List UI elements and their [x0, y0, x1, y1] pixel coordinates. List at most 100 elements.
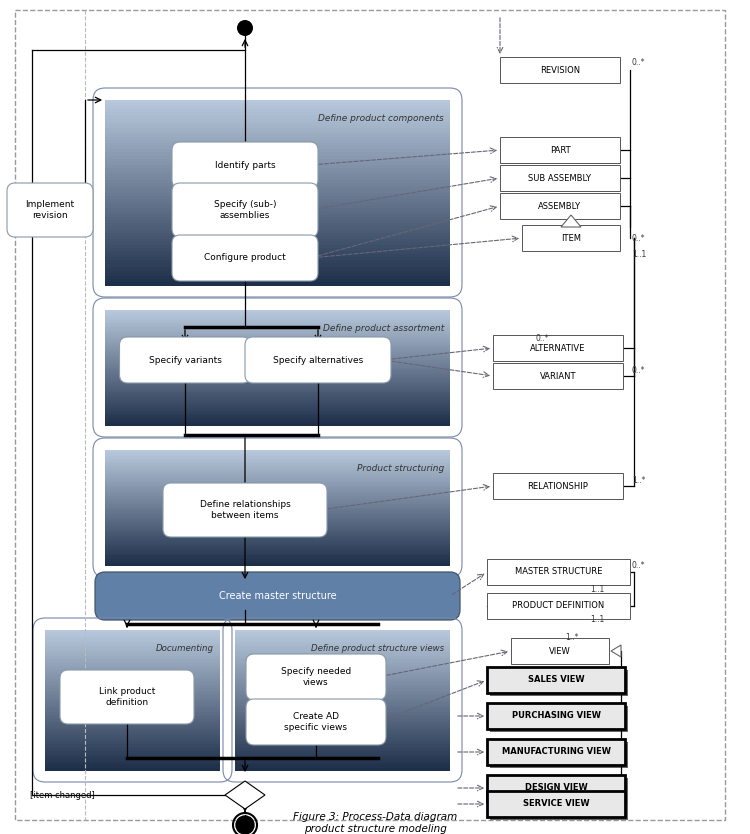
- Bar: [105, 467, 450, 470]
- Bar: [490, 706, 628, 732]
- Bar: [45, 742, 220, 745]
- Bar: [105, 340, 450, 343]
- Text: 1..*: 1..*: [632, 475, 645, 485]
- Bar: [105, 415, 450, 418]
- Bar: [235, 766, 450, 768]
- Bar: [45, 756, 220, 759]
- Bar: [105, 362, 450, 364]
- Bar: [105, 158, 450, 162]
- Bar: [45, 728, 220, 731]
- Bar: [105, 486, 450, 489]
- Bar: [511, 638, 609, 664]
- Bar: [105, 400, 450, 403]
- Bar: [105, 505, 450, 508]
- Bar: [105, 538, 450, 540]
- Bar: [487, 593, 630, 619]
- Text: MANUFACTURING VIEW: MANUFACTURING VIEW: [502, 747, 610, 756]
- Bar: [105, 254, 450, 258]
- Bar: [105, 354, 450, 356]
- Bar: [105, 521, 450, 523]
- Bar: [45, 635, 220, 637]
- Bar: [493, 335, 623, 361]
- Bar: [235, 735, 450, 738]
- Bar: [45, 744, 220, 747]
- Bar: [45, 714, 220, 717]
- Bar: [105, 500, 450, 502]
- Bar: [235, 679, 450, 682]
- Bar: [45, 656, 220, 659]
- Bar: [235, 653, 450, 656]
- Bar: [490, 794, 628, 820]
- Bar: [105, 511, 450, 514]
- Text: Specify alternatives: Specify alternatives: [273, 355, 363, 364]
- Bar: [105, 211, 450, 214]
- Bar: [235, 691, 450, 694]
- Bar: [235, 693, 450, 696]
- FancyBboxPatch shape: [95, 572, 460, 620]
- Text: Specify (sub-)
assemblies: Specify (sub-) assemblies: [214, 200, 276, 219]
- Bar: [235, 707, 450, 710]
- Bar: [235, 663, 450, 666]
- Bar: [105, 548, 450, 550]
- Bar: [105, 452, 450, 455]
- Bar: [487, 703, 625, 729]
- Text: Documenting: Documenting: [156, 644, 214, 653]
- Bar: [105, 542, 450, 545]
- Bar: [105, 563, 450, 565]
- FancyBboxPatch shape: [246, 654, 386, 700]
- Bar: [105, 560, 450, 561]
- Bar: [105, 398, 450, 400]
- Bar: [235, 763, 450, 766]
- Bar: [522, 225, 620, 251]
- Bar: [235, 688, 450, 691]
- Bar: [105, 494, 450, 496]
- Bar: [105, 492, 450, 495]
- Bar: [45, 737, 220, 740]
- Bar: [105, 168, 450, 172]
- Bar: [235, 740, 450, 742]
- Bar: [105, 162, 450, 165]
- Bar: [235, 710, 450, 712]
- Bar: [45, 735, 220, 738]
- Bar: [500, 137, 620, 163]
- Text: VARIANT: VARIANT: [540, 371, 576, 380]
- Bar: [105, 377, 450, 379]
- Bar: [105, 350, 450, 353]
- Bar: [45, 686, 220, 689]
- FancyBboxPatch shape: [119, 337, 250, 383]
- Bar: [105, 529, 450, 531]
- Bar: [105, 550, 450, 552]
- Text: 1..*: 1..*: [565, 634, 578, 642]
- Bar: [105, 470, 450, 471]
- Bar: [105, 314, 450, 316]
- Bar: [235, 767, 450, 771]
- Bar: [235, 754, 450, 756]
- Bar: [487, 667, 625, 693]
- Bar: [105, 420, 450, 422]
- Bar: [45, 672, 220, 675]
- Text: Implement
revision: Implement revision: [26, 200, 74, 219]
- Bar: [105, 233, 450, 236]
- Bar: [235, 696, 450, 698]
- Bar: [105, 316, 450, 318]
- Bar: [235, 649, 450, 651]
- Bar: [105, 325, 450, 328]
- Bar: [490, 778, 628, 804]
- Bar: [490, 742, 628, 768]
- Bar: [105, 535, 450, 537]
- Bar: [105, 177, 450, 181]
- Bar: [105, 551, 450, 554]
- Bar: [105, 408, 450, 410]
- Bar: [105, 180, 450, 183]
- Bar: [45, 641, 220, 645]
- Text: 0..*: 0..*: [632, 365, 646, 374]
- Bar: [235, 656, 450, 659]
- Bar: [105, 409, 450, 412]
- Bar: [45, 723, 220, 726]
- Bar: [105, 327, 450, 329]
- Bar: [45, 698, 220, 701]
- Bar: [45, 766, 220, 768]
- Bar: [105, 384, 450, 387]
- Bar: [45, 758, 220, 761]
- Bar: [105, 220, 450, 224]
